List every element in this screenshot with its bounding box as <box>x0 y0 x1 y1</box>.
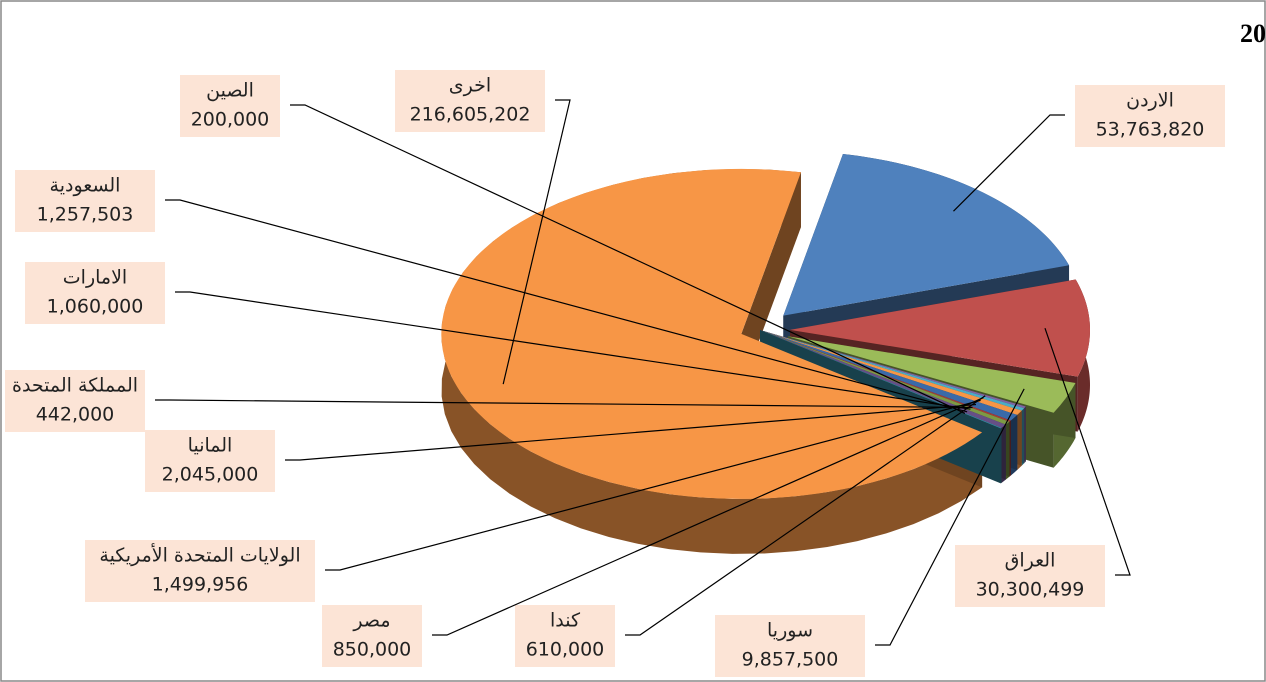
pie-slice <box>760 330 1018 421</box>
label-box <box>955 545 1105 607</box>
category-label: مصر <box>352 610 390 632</box>
label-box <box>1075 85 1225 147</box>
leader-line <box>325 399 981 571</box>
category-label: اخرى <box>449 75 491 97</box>
label-box <box>395 70 545 132</box>
leader-line <box>175 291 971 410</box>
label-box <box>25 262 165 324</box>
pie-slice <box>760 330 1002 429</box>
value-label: 610,000 <box>526 639 605 661</box>
value-label: 850,000 <box>333 639 412 661</box>
slice-wall <box>741 172 801 389</box>
label-box <box>15 170 155 232</box>
pie-slice <box>760 330 1010 425</box>
chart-title: جنسية رؤوس أموال الشركاء لعام 2013 <box>1240 15 1266 49</box>
pie-slice <box>441 168 983 499</box>
label-box <box>515 605 615 667</box>
pie-slice <box>787 336 1076 413</box>
label-box <box>85 540 315 602</box>
pie-slice <box>783 153 1070 316</box>
category-label: الولايات المتحدة الأمريكية <box>99 544 300 567</box>
value-label: 1,257,503 <box>37 204 134 226</box>
pie-slice <box>760 330 1025 411</box>
label-box <box>5 370 145 432</box>
labels: الاردن 53,763,820 العراق 30,300,499 سوريا 9,8… <box>5 70 1225 677</box>
value-label: 1,499,956 <box>152 574 249 596</box>
pie-slice <box>760 330 1026 409</box>
value-label: 442,000 <box>36 404 115 426</box>
leader-line <box>285 403 977 461</box>
leader-line <box>875 388 1025 646</box>
leader-line <box>625 395 986 636</box>
category-label: العراق <box>1005 550 1056 572</box>
leader-line <box>502 99 571 385</box>
leader-line <box>165 199 968 413</box>
leader-line <box>290 104 966 414</box>
value-label: 200,000 <box>191 109 270 131</box>
slice-side <box>441 168 983 554</box>
value-label: 2,045,000 <box>162 464 259 486</box>
category-label: الاردن <box>1126 90 1174 112</box>
category-label: الصين <box>206 80 254 102</box>
category-label: المملكة المتحدة <box>12 375 138 397</box>
category-label: السعودية <box>50 175 121 197</box>
value-label: 30,300,499 <box>976 579 1085 601</box>
category-label: سوريا <box>767 620 813 642</box>
leader-line <box>1044 328 1131 576</box>
category-label: المانيا <box>188 435 233 457</box>
pie-slice <box>760 330 1022 415</box>
label-box <box>322 605 422 667</box>
leader-line <box>953 114 1065 212</box>
pie-tops <box>441 153 1090 499</box>
pie-slice <box>789 279 1090 377</box>
value-label: 1,060,000 <box>47 296 144 318</box>
category-label: كندا <box>550 610 581 632</box>
value-label: 216,605,202 <box>410 104 531 126</box>
value-label: 9,857,500 <box>742 649 839 671</box>
category-label: الامارات <box>63 267 127 289</box>
leader-line <box>432 396 984 636</box>
value-label: 53,763,820 <box>1096 119 1205 141</box>
label-box <box>715 615 865 677</box>
label-box <box>180 75 280 137</box>
label-box <box>145 430 275 492</box>
leader-line <box>155 399 973 409</box>
